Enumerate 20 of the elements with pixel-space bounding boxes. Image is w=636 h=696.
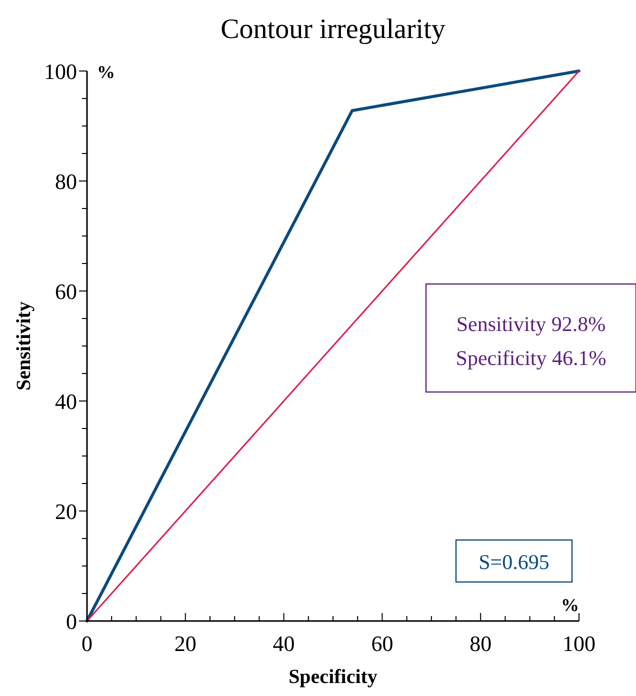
y-tick-label: 80 <box>55 169 77 194</box>
annotation: % <box>97 62 115 82</box>
y-tick-label: 40 <box>55 389 77 414</box>
x-tick-label: 100 <box>562 631 596 656</box>
annotation: Sensitivity 92.8% <box>456 312 606 336</box>
y-axis-title: Sensitivity <box>13 302 35 390</box>
x-axis-title: Specificity <box>288 666 378 688</box>
x-tick-label: 20 <box>174 631 196 656</box>
x-tick-label: 0 <box>82 631 92 656</box>
annotation: S=0.695 <box>478 550 550 574</box>
y-tick-label: 0 <box>66 609 77 634</box>
annotation: Specificity 46.1% <box>456 346 606 370</box>
x-tick-label: 60 <box>371 631 394 656</box>
x-tick-label: 80 <box>470 631 492 656</box>
y-tick-label: 20 <box>55 499 77 524</box>
x-tick-label: 40 <box>272 631 295 656</box>
annotation: % <box>561 595 579 615</box>
y-tick-label: 100 <box>44 59 77 84</box>
chart-title: Contour irregularity <box>220 14 446 45</box>
y-tick-label: 60 <box>55 279 77 304</box>
